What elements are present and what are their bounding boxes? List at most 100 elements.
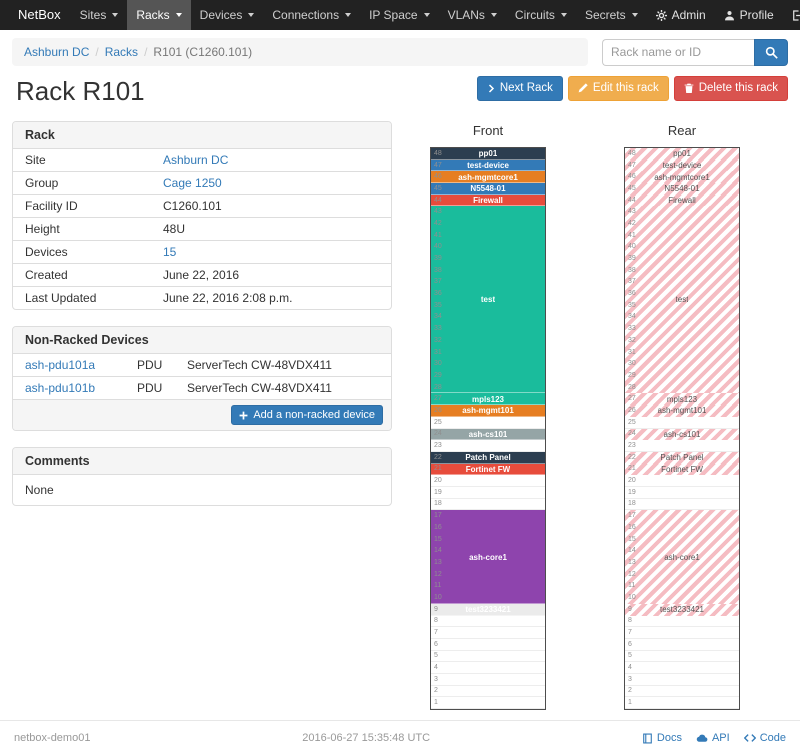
rack-unit: 5: [625, 651, 739, 663]
nav-item-label: Profile: [739, 8, 774, 22]
unit-number: 20: [434, 477, 442, 485]
rack-device-rear[interactable]: N5548-01: [625, 183, 739, 195]
nav-item-profile[interactable]: Profile: [715, 0, 783, 30]
search-icon: [765, 46, 778, 59]
table-row: Devices 15: [13, 240, 391, 264]
rack-device-front[interactable]: pp01: [431, 148, 545, 160]
rack-device-rear[interactable]: Patch Panel: [625, 451, 739, 464]
unit-number: 4: [434, 664, 438, 672]
device-link[interactable]: ash-pdu101a: [25, 358, 96, 372]
next-rack-button[interactable]: Next Rack: [476, 76, 563, 101]
navbar: NetBox Sites Racks Devices Connections I…: [0, 0, 800, 30]
rack-device-label: N5548-01: [470, 184, 506, 194]
panel-footer: Add a non-racked device: [13, 399, 391, 431]
unit-number: 18: [434, 500, 442, 508]
footer-link-label: Docs: [656, 732, 682, 744]
nav-item-connections[interactable]: Connections: [263, 0, 360, 30]
rack-device-front[interactable]: ash-mgmtcore1: [431, 171, 545, 184]
rack-device-front[interactable]: Fortinet FW: [431, 463, 545, 476]
unit-number: 23: [434, 442, 442, 450]
table-row: Last Updated June 22, 2016 2:08 p.m.: [13, 286, 391, 309]
rack-device-rear[interactable]: ash-core1: [625, 510, 739, 604]
nav-item-vlans[interactable]: VLANs: [439, 0, 506, 30]
footer-link-label: API: [711, 732, 730, 744]
breadcrumb-current: R101 (C1260.101): [153, 45, 253, 59]
site-link[interactable]: Ashburn DC: [163, 153, 229, 167]
breadcrumb-separator: /: [144, 45, 148, 59]
rack-device-label: ash-mgmt101: [657, 406, 707, 416]
group-link[interactable]: Cage 1250: [163, 176, 222, 190]
search-button[interactable]: [754, 38, 788, 66]
rack-device-front[interactable]: test-device: [431, 159, 545, 172]
rack-unit: 7: [431, 627, 545, 639]
rack-unit: 7: [625, 627, 739, 639]
rack-elevation-rear: 48 47 46 45 44 43 42 41 40 39 38 37 36 35 34 33 32 31 30 29…: [624, 147, 740, 710]
rack-device-front[interactable]: N5548-01: [431, 183, 545, 195]
rack-device-rear[interactable]: test3233421: [625, 603, 739, 616]
nav-item-logout[interactable]: Log out: [783, 0, 800, 30]
device-count-link[interactable]: 15: [163, 245, 177, 259]
add-nonracked-device-button[interactable]: Add a non-racked device: [231, 405, 383, 426]
nav-item-ip-space[interactable]: IP Space: [360, 0, 438, 30]
rack-device-rear[interactable]: test: [625, 206, 739, 394]
table-row: Created June 22, 2016: [13, 263, 391, 287]
chevron-right-icon: [488, 84, 494, 93]
device-link[interactable]: ash-pdu101b: [25, 381, 96, 395]
rack-device-label: Patch Panel: [660, 453, 704, 463]
breadcrumb-link-racks[interactable]: Racks: [104, 45, 139, 59]
search-input[interactable]: [602, 38, 754, 66]
rack-device-label: Firewall: [473, 196, 503, 206]
nav-item-racks[interactable]: Racks: [127, 0, 191, 30]
rack-device-front[interactable]: test3233421: [431, 603, 545, 616]
attr-label: Devices: [13, 240, 151, 264]
unit-number: 25: [628, 418, 636, 426]
rack-unit: 1: [431, 697, 545, 709]
rack-device-rear[interactable]: test-device: [625, 159, 739, 172]
rack-device-label: Fortinet FW: [661, 464, 703, 474]
nav-item-devices[interactable]: Devices: [191, 0, 264, 30]
code-link[interactable]: Code: [743, 732, 786, 744]
rack-unit: 6: [625, 639, 739, 651]
rack-device-rear[interactable]: ash-mgmt101: [625, 405, 739, 417]
rack-device-front[interactable]: test: [431, 206, 545, 394]
caret-down-icon: [423, 13, 430, 17]
rack-device-rear[interactable]: mpls123: [625, 393, 739, 406]
rack-device-front[interactable]: ash-mgmt101: [431, 405, 545, 417]
rack-device-rear[interactable]: ash-mgmtcore1: [625, 171, 739, 184]
rack-device-front[interactable]: ash-cs101: [431, 428, 545, 441]
nav-item-label: Devices: [199, 8, 243, 22]
nav-item-secrets[interactable]: Secrets: [576, 0, 647, 30]
nav-item-sites[interactable]: Sites: [71, 0, 128, 30]
device-model: ServerTech CW-48VDX411: [175, 376, 391, 399]
docs-link[interactable]: Docs: [642, 732, 682, 744]
rack-device-rear[interactable]: Fortinet FW: [625, 463, 739, 476]
rack-unit: 4: [625, 662, 739, 674]
rack-device-rear[interactable]: pp01: [625, 148, 739, 160]
rack-device-rear[interactable]: ash-cs101: [625, 428, 739, 441]
user-icon: [724, 10, 734, 20]
brand[interactable]: NetBox: [18, 7, 61, 22]
cloud-icon: [696, 734, 708, 742]
edit-rack-button[interactable]: Edit this rack: [567, 76, 669, 101]
rack-device-rear[interactable]: Firewall: [625, 194, 739, 207]
rack-device-front[interactable]: Patch Panel: [431, 451, 545, 464]
nav-item-admin[interactable]: Admin: [647, 0, 715, 30]
table-row: Group Cage 1250: [13, 171, 391, 195]
unit-number: 7: [628, 629, 632, 637]
rack-unit: 8: [625, 616, 739, 628]
unit-number: 8: [434, 617, 438, 625]
device-model: ServerTech CW-48VDX411: [187, 358, 332, 372]
rack-device-front[interactable]: mpls123: [431, 393, 545, 406]
breadcrumb-link-site[interactable]: Ashburn DC: [24, 45, 90, 59]
comments-panel: Comments None: [12, 447, 392, 507]
unit-number: 6: [434, 640, 438, 648]
nav-item-label: Racks: [136, 8, 170, 22]
breadcrumb: Ashburn DC / Racks / R101 (C1260.101): [12, 38, 588, 66]
api-link[interactable]: API: [696, 732, 730, 744]
nav-item-circuits[interactable]: Circuits: [506, 0, 576, 30]
rack-device-front[interactable]: Firewall: [431, 194, 545, 207]
rack-device-front[interactable]: ash-core1: [431, 510, 545, 604]
rack-unit: 20: [625, 475, 739, 487]
nav-user-menu: Admin Profile Log out: [647, 0, 800, 30]
delete-rack-button[interactable]: Delete this rack: [673, 76, 788, 101]
